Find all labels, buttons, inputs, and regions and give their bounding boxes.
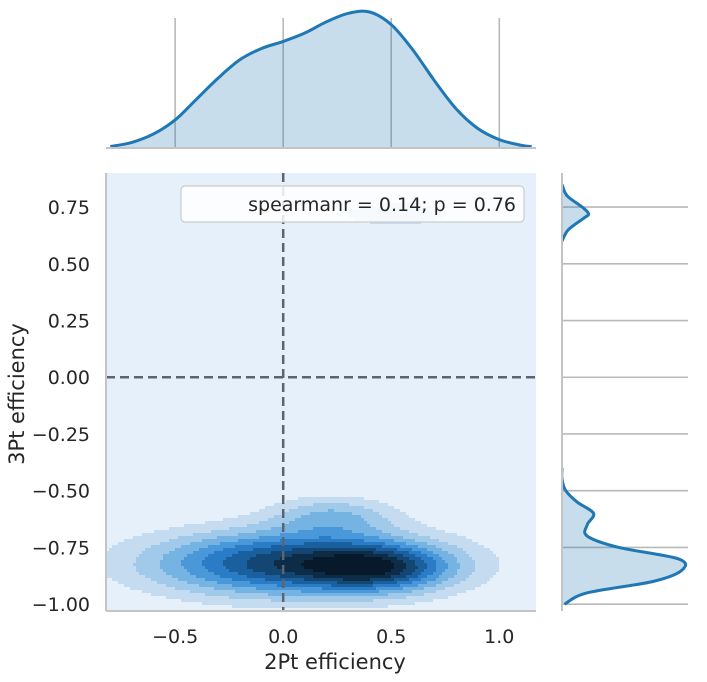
y-marginal-plot: [561, 173, 688, 611]
x-axis-ticks: −0.5 0.0 0.5 1.0: [152, 626, 514, 648]
y-axis-label: 3Pt efficiency: [5, 323, 29, 465]
kde-level-9: [301, 554, 394, 575]
annotation-legend: spearmanr = 0.14; p = 0.76: [180, 185, 525, 223]
y-tick-label: −1.00: [32, 594, 90, 616]
kde-contour-levels: [106, 203, 499, 608]
x-marginal-kde-fill: [110, 11, 532, 148]
y-marginal-kde-line: [562, 183, 688, 606]
x-tick-label: 0.5: [376, 626, 406, 648]
y-tick-label: −0.50: [32, 481, 90, 503]
x-marginal-plot: [106, 9, 536, 149]
x-tick-label: 0.0: [268, 626, 298, 648]
x-marginal-kde-line: [110, 9, 532, 148]
spearman-annotation-text: spearmanr = 0.14; p = 0.76: [248, 194, 516, 216]
x-tick-label: −0.5: [152, 626, 198, 648]
y-tick-label: 0.50: [48, 254, 90, 276]
y-axis-ticks: 0.75 0.50 0.25 0.00 −0.25 −0.50 −0.75 −1.00: [32, 197, 90, 616]
annotation-box: [180, 185, 525, 223]
y-tick-label: 0.25: [48, 311, 90, 333]
y-marginal-kde-fill: [562, 184, 686, 605]
y-tick-label: −0.25: [32, 424, 90, 446]
x-axis-label: 2Pt efficiency: [264, 650, 406, 674]
x-marginal-gridlines: [174, 18, 501, 148]
x-tick-label: 1.0: [484, 626, 514, 648]
y-tick-label: 0.00: [48, 367, 90, 389]
y-tick-label: 0.75: [48, 197, 90, 219]
y-tick-label: −0.75: [32, 537, 90, 559]
joint-kde-plot: −0.5 0.0 0.5 1.0 0.75 0.50 0.25 0.00 −0.25 −0.50…: [5, 173, 536, 674]
